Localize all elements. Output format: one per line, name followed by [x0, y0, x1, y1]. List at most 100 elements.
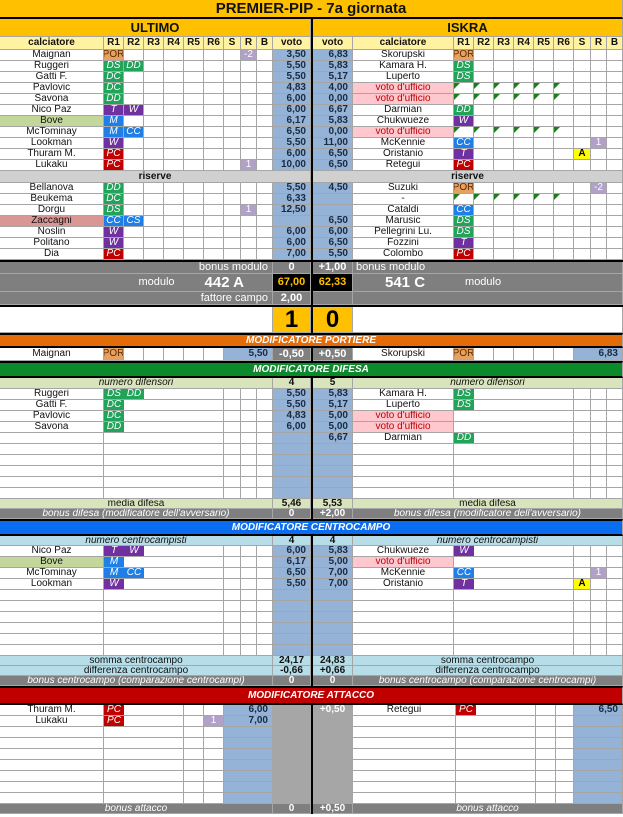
role-cell: [514, 61, 534, 72]
role-cell: [534, 72, 554, 83]
cell: [204, 771, 224, 782]
b-cell: [607, 568, 623, 579]
roles-cell: DS: [454, 389, 574, 400]
player-vote: 5,50: [273, 389, 311, 400]
empty-cell: [0, 601, 104, 612]
sheet-row: modulo 442 A 67,00 62,33 541 C modulo: [0, 274, 623, 292]
role-cell: [514, 138, 534, 149]
b-cell: [607, 422, 623, 433]
cell: [574, 444, 591, 455]
center-divider: [311, 307, 313, 333]
r-cell: [591, 400, 607, 411]
b-cell: [257, 249, 273, 260]
center-divider: [311, 149, 313, 160]
sheet-row: Maignan POR 5,50 -0,50 +0,50 Skorupski POR 6,83: [0, 348, 623, 361]
cell: [184, 782, 204, 793]
roles-cell: W: [454, 546, 574, 557]
away-goalkeeper-modifier: +0,50: [313, 348, 353, 361]
cell: [536, 771, 556, 782]
center-divider: [311, 590, 313, 601]
r-badge: 1: [204, 716, 224, 727]
role-badge: DC: [104, 72, 124, 83]
role-cell: [494, 83, 514, 94]
player-name: Cataldi: [353, 205, 454, 216]
s-cell: [574, 238, 591, 249]
center-divider: [311, 488, 313, 499]
role-cell: [164, 183, 184, 194]
empty-vote: [313, 455, 353, 466]
role-cell: [144, 116, 164, 127]
player-vote: 5,83: [313, 389, 353, 400]
player-vote: 6,00: [273, 238, 311, 249]
r-cell: [241, 183, 257, 194]
roles-cell: [454, 411, 574, 422]
player-vote: 6,50: [273, 127, 311, 138]
b-cell: [607, 205, 623, 216]
away-team-name: ISKRA: [313, 19, 623, 37]
sheet-row: media difesa 5,46 5,53 media difesa: [0, 499, 623, 509]
role-badge: W: [104, 138, 124, 149]
center-divider: [311, 194, 313, 205]
sheet-row: bonus modulo 0 +1,00 bonus modulo: [0, 260, 623, 274]
role-badge: POR: [454, 183, 474, 194]
player-name: Bellanova: [0, 183, 104, 194]
cell: [241, 455, 257, 466]
role-cell: [534, 194, 554, 205]
roles-cell: [454, 557, 574, 568]
role-cell: [494, 149, 514, 160]
defense-bonus-label: bonus difesa (modificatore dell'avversar…: [353, 509, 623, 519]
role-cell: [554, 227, 574, 238]
s-cell: [574, 72, 591, 83]
cell: [574, 612, 591, 623]
center-divider: [311, 160, 313, 171]
player-name: Lukaku: [0, 716, 104, 727]
empty-cell: [0, 477, 104, 488]
player-vote: 5,50: [273, 61, 311, 72]
player-name: voto d'ufficio: [353, 127, 454, 138]
role-cell: [494, 138, 514, 149]
role-badge: CC: [454, 205, 474, 216]
role-badge: W: [124, 105, 144, 116]
role-cell: [514, 160, 534, 171]
empty-cell: [353, 466, 454, 477]
role-cell: [534, 83, 554, 94]
role-cell: [554, 194, 574, 205]
role-cell: [124, 83, 144, 94]
player-name: Noslin: [0, 227, 104, 238]
player-name: Dorgu: [0, 205, 104, 216]
empty-cell: [456, 749, 536, 760]
role-badge: DD: [104, 94, 124, 105]
player-name: Maignan: [0, 50, 104, 61]
b-cell: [257, 83, 273, 94]
empty-vote: [273, 488, 311, 499]
s-cell: [574, 160, 591, 171]
r-cell: [591, 579, 607, 590]
cell: [224, 623, 241, 634]
header-r2: R2: [474, 37, 494, 50]
b-cell: [607, 216, 623, 227]
role-cell: [534, 94, 554, 105]
player-vote: 5,50: [273, 72, 311, 83]
role-cell: [494, 160, 514, 171]
role-cell: [494, 183, 514, 194]
role-cell: [514, 72, 534, 83]
b-cell: [257, 422, 273, 433]
center-divider: [311, 378, 313, 389]
header-calciatore: calciatore: [353, 37, 454, 50]
sheet-row: MODIFICATORE ATTACCO: [0, 686, 623, 705]
role-cell: [204, 348, 224, 361]
role-cell: [124, 205, 144, 216]
empty-cell: [104, 590, 224, 601]
roles-cell: DS: [454, 400, 574, 411]
player-name: voto d'ufficio: [353, 94, 454, 105]
comment-marker-icon: [534, 94, 540, 100]
cell: [591, 612, 607, 623]
b-cell: [257, 411, 273, 422]
center-divider: [311, 422, 313, 433]
role-cell: [204, 105, 224, 116]
player-vote: 6,50: [313, 149, 353, 160]
player-name: Fozzini: [353, 238, 454, 249]
sheet-row: [0, 623, 623, 634]
role-cell: [514, 238, 534, 249]
